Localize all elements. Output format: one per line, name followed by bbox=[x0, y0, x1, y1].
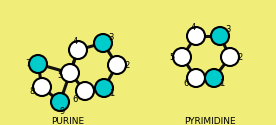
Circle shape bbox=[76, 82, 94, 100]
Circle shape bbox=[205, 69, 223, 87]
Text: 1: 1 bbox=[109, 88, 115, 98]
Text: 7: 7 bbox=[25, 60, 31, 68]
Text: 6: 6 bbox=[183, 80, 189, 88]
Circle shape bbox=[95, 79, 113, 97]
Circle shape bbox=[187, 27, 205, 45]
Text: 5: 5 bbox=[169, 52, 175, 62]
Circle shape bbox=[211, 27, 229, 45]
Circle shape bbox=[29, 55, 47, 73]
Text: 2: 2 bbox=[237, 52, 243, 62]
Circle shape bbox=[69, 41, 87, 59]
Text: 3: 3 bbox=[225, 26, 231, 35]
Text: 4: 4 bbox=[190, 24, 196, 32]
Text: 6: 6 bbox=[72, 94, 78, 104]
Circle shape bbox=[108, 56, 126, 74]
Circle shape bbox=[94, 34, 112, 52]
Text: 2: 2 bbox=[124, 60, 130, 70]
Text: 1: 1 bbox=[219, 80, 225, 88]
Text: PYRIMIDINE: PYRIMIDINE bbox=[184, 117, 236, 125]
Text: 5: 5 bbox=[57, 70, 63, 80]
Circle shape bbox=[61, 64, 79, 82]
Circle shape bbox=[221, 48, 239, 66]
Text: 3: 3 bbox=[108, 32, 114, 42]
Circle shape bbox=[33, 78, 51, 96]
Text: 9: 9 bbox=[59, 108, 65, 116]
Text: 8: 8 bbox=[29, 88, 35, 96]
Circle shape bbox=[187, 69, 205, 87]
Text: PURINE: PURINE bbox=[51, 117, 84, 125]
Text: 4: 4 bbox=[72, 38, 78, 46]
Circle shape bbox=[173, 48, 191, 66]
Circle shape bbox=[51, 93, 69, 111]
